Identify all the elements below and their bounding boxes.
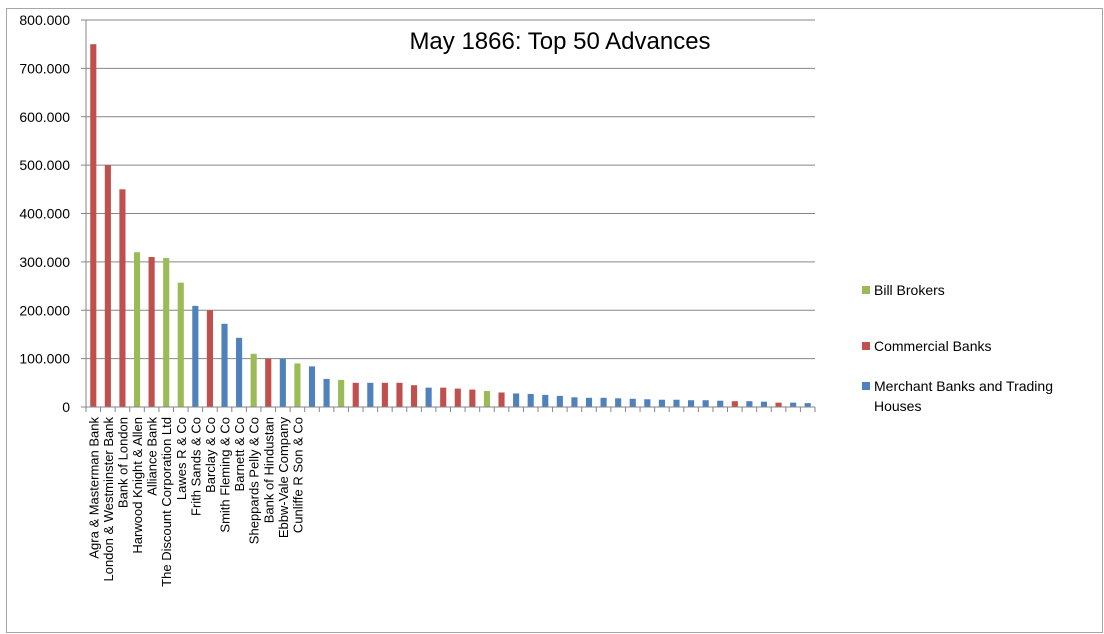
x-tick-label: Lawes R & Co <box>174 417 189 500</box>
bar <box>425 387 432 407</box>
x-tick-label: Alliance Bank <box>145 417 160 496</box>
bar <box>367 382 374 407</box>
chart-title: May 1866: Top 50 Advances <box>409 28 711 55</box>
bar <box>133 252 141 407</box>
bar <box>410 385 418 407</box>
x-tick-label: The Discount Corporation Ltd <box>159 417 174 587</box>
x-tick-label: Barclay & Co <box>203 417 218 493</box>
bar <box>790 402 797 407</box>
bar <box>556 395 563 407</box>
bar <box>294 363 301 407</box>
bar <box>644 399 651 407</box>
y-tick-label: 800.000 <box>19 12 70 28</box>
legend-item-merchant-banks: Merchant Banks and Trading Houses <box>862 376 1092 416</box>
bar <box>440 387 447 407</box>
legend-swatch-merchant-banks <box>862 382 870 390</box>
bar <box>542 394 549 407</box>
bar <box>119 189 126 407</box>
bar <box>513 393 520 407</box>
bar <box>746 401 753 407</box>
legend: Bill Brokers Commercial Banks Merchant B… <box>862 280 1092 416</box>
legend-label-bill-brokers: Bill Brokers <box>874 282 945 298</box>
bar <box>236 337 243 407</box>
legend-item-bill-brokers: Bill Brokers <box>862 280 1092 336</box>
bar <box>279 358 286 407</box>
y-tick-label: 500.000 <box>19 157 70 173</box>
x-tick-label: Bank of London <box>115 417 130 508</box>
bar <box>90 44 97 407</box>
bar <box>804 403 811 407</box>
chart-border <box>6 8 1103 633</box>
y-tick-label: 300.000 <box>19 254 70 270</box>
y-tick-label: 600.000 <box>19 109 70 125</box>
bar <box>571 397 578 407</box>
bar <box>163 258 170 407</box>
bar <box>308 366 316 407</box>
y-tick-label: 400.000 <box>19 206 70 222</box>
bar <box>658 399 665 407</box>
bar <box>250 353 257 407</box>
x-tick-label: Smith Fleming & Co <box>218 417 233 533</box>
legend-item-commercial-banks: Commercial Banks <box>862 336 1092 376</box>
bar <box>760 401 768 407</box>
y-tick-label: 100.000 <box>19 351 70 367</box>
bar <box>717 400 724 407</box>
bar <box>483 391 491 407</box>
bar <box>454 388 461 407</box>
bar <box>615 398 622 407</box>
bar <box>206 310 213 407</box>
bar <box>148 257 155 407</box>
legend-label-merchant-banks: Merchant Banks and Trading Houses <box>874 378 1053 414</box>
bar <box>265 358 272 407</box>
y-tick-label: 200.000 <box>19 302 70 318</box>
x-tick-label: Frith Sands & Co <box>188 417 203 516</box>
legend-swatch-bill-brokers <box>862 286 870 294</box>
bar <box>731 401 738 407</box>
x-tick-label: Cunliffe R Son & Co <box>290 417 305 533</box>
bar <box>396 382 403 407</box>
bar <box>702 400 709 407</box>
bar <box>323 378 330 407</box>
x-tick-label: London & Westminster Bank <box>101 417 116 582</box>
legend-label-commercial-banks: Commercial Banks <box>874 338 992 354</box>
bar <box>498 392 505 407</box>
bar <box>177 282 184 407</box>
x-tick-label: Barnett & Co <box>232 417 247 491</box>
bar <box>688 400 695 407</box>
x-tick-label: Ebbw-Vale Company <box>276 417 291 539</box>
bar <box>338 379 345 407</box>
bar <box>673 399 680 407</box>
bar <box>585 397 593 407</box>
bar <box>629 398 636 407</box>
bar <box>775 402 782 407</box>
x-tick-label: Sheppards Pelly & Co <box>247 417 262 544</box>
bar <box>527 393 534 407</box>
y-tick-label: 0 <box>62 399 70 415</box>
x-tick-label: Harwood Knight & Allen <box>130 417 145 554</box>
bar <box>192 305 199 407</box>
y-tick-label: 700.000 <box>19 60 70 76</box>
bar <box>381 382 388 407</box>
bar <box>469 389 476 407</box>
bar <box>600 397 607 407</box>
legend-swatch-commercial-banks <box>862 342 870 350</box>
bar <box>352 382 359 407</box>
bar <box>221 323 228 407</box>
x-tick-label: Bank of Hindustan <box>261 417 276 523</box>
x-tick-label: Agra & Masterman Bank <box>86 417 101 559</box>
bar <box>104 165 111 407</box>
